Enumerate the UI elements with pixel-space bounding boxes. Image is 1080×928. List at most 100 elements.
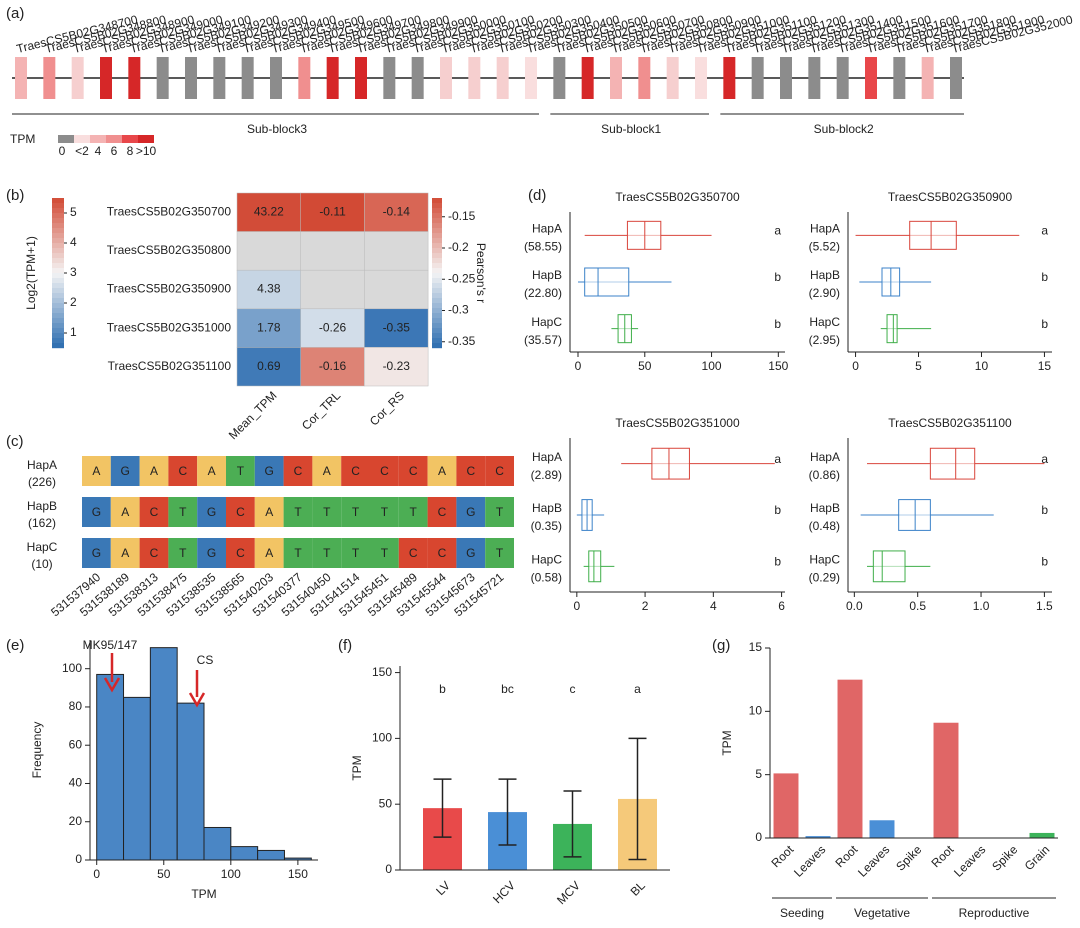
cell-label: -0.11 bbox=[319, 204, 346, 218]
gene bbox=[411, 57, 424, 99]
cell-label: 43.22 bbox=[254, 204, 284, 218]
chart-title: TraesCS5B02G351100 bbox=[888, 416, 1012, 430]
category-sublabel: (0.58) bbox=[531, 571, 562, 585]
colorbar-tick-label: 4 bbox=[70, 235, 77, 249]
y-tick-label: 0 bbox=[755, 830, 762, 844]
gene bbox=[15, 57, 27, 99]
x-tick-label: BL bbox=[628, 878, 649, 899]
y-tick-label: 50 bbox=[379, 796, 393, 810]
base-label: T bbox=[381, 505, 389, 519]
haplotype-label: HapA bbox=[27, 458, 57, 472]
heatmap-cell bbox=[236, 308, 301, 348]
gene bbox=[241, 57, 254, 99]
x-tick-label: 0 bbox=[573, 599, 580, 613]
colorbar-title: Pearson's r bbox=[474, 243, 488, 303]
colorbar-segment bbox=[432, 233, 442, 239]
haplotype-label: HapB bbox=[27, 499, 57, 513]
legend-label: >10 bbox=[136, 144, 157, 158]
category-label: HapA bbox=[810, 222, 840, 236]
base-label: T bbox=[179, 505, 187, 519]
x-tick-label: 5 bbox=[915, 359, 922, 373]
base-cell bbox=[254, 538, 284, 568]
base-cell bbox=[226, 497, 255, 527]
significance-letter: b bbox=[1041, 317, 1048, 331]
cell-label: -0.26 bbox=[319, 320, 347, 334]
x-tick-label: Leaves bbox=[855, 842, 892, 879]
x-tick-label: 0 bbox=[852, 359, 859, 373]
base-label: C bbox=[495, 464, 504, 478]
legend-label: 8 bbox=[127, 144, 134, 158]
colorbar-segment bbox=[432, 308, 442, 314]
base-cell bbox=[456, 497, 486, 527]
base-label: T bbox=[410, 505, 418, 519]
colorbar-tick-label: 3 bbox=[70, 265, 77, 279]
colorbar-segment bbox=[432, 328, 442, 334]
colorbar-segment bbox=[432, 208, 442, 214]
base-cell bbox=[427, 497, 457, 527]
x-tick-label: 6 bbox=[778, 599, 785, 613]
base-label: T bbox=[237, 464, 245, 478]
base-cell bbox=[82, 497, 111, 527]
gene bbox=[581, 57, 594, 99]
colorbar-segment bbox=[432, 323, 442, 329]
panel-label: (d) bbox=[528, 187, 546, 204]
base-cell bbox=[197, 497, 226, 527]
colorbar-segment bbox=[52, 328, 64, 334]
block-label: Sub-block3 bbox=[247, 122, 307, 136]
gene bbox=[610, 57, 622, 99]
base-cell bbox=[226, 538, 255, 568]
category-label: HapC bbox=[531, 553, 562, 567]
y-axis-label: Frequency bbox=[30, 722, 44, 779]
heatmap-cell bbox=[236, 231, 301, 271]
base-label: T bbox=[323, 505, 331, 519]
colorbar-segment bbox=[432, 268, 442, 274]
base-cell bbox=[254, 456, 284, 486]
gene bbox=[780, 57, 792, 99]
category-sublabel: (5.52) bbox=[809, 240, 840, 254]
cell-label: 1.78 bbox=[257, 320, 281, 334]
colorbar-segment bbox=[52, 248, 64, 254]
bar bbox=[933, 722, 959, 838]
x-axis-label: TPM bbox=[191, 887, 216, 901]
x-tick-label: 100 bbox=[221, 867, 241, 881]
colorbar-segment bbox=[432, 263, 442, 269]
base-label: T bbox=[179, 546, 187, 560]
significance-letter: a bbox=[1041, 452, 1048, 466]
x-tick-label: 100 bbox=[702, 359, 722, 373]
category-sublabel: (2.95) bbox=[809, 333, 840, 347]
row-label: TraesCS5B02G350700 bbox=[107, 204, 232, 218]
heatmap-cell bbox=[300, 192, 365, 232]
base-label: A bbox=[150, 464, 158, 478]
significance-letter: b bbox=[1041, 555, 1048, 569]
colorbar-segment bbox=[52, 338, 64, 344]
category-sublabel: (0.29) bbox=[809, 571, 840, 585]
base-label: C bbox=[466, 464, 475, 478]
gene bbox=[383, 57, 396, 99]
significance-letter: b bbox=[774, 503, 781, 517]
x-tick-label: 1.0 bbox=[973, 599, 990, 613]
base-label: G bbox=[207, 505, 216, 519]
gene bbox=[128, 57, 141, 99]
colorbar-tick-label: -0.35 bbox=[448, 334, 476, 348]
gene bbox=[865, 57, 877, 99]
column-label: Mean_TPM bbox=[226, 388, 280, 442]
category-label: HapC bbox=[809, 553, 840, 567]
legend-label: 4 bbox=[95, 144, 102, 158]
colorbar-segment bbox=[432, 318, 442, 324]
gene bbox=[156, 57, 169, 99]
category-label: HapB bbox=[810, 268, 840, 282]
heatmap-cell bbox=[364, 347, 429, 387]
category-label: HapB bbox=[532, 501, 562, 515]
x-tick-label: Spike bbox=[893, 842, 924, 873]
base-cell bbox=[168, 456, 198, 486]
base-label: G bbox=[92, 546, 101, 560]
colorbar-segment bbox=[432, 253, 442, 259]
significance-letter: b bbox=[1041, 270, 1048, 284]
legend-swatch bbox=[138, 135, 154, 143]
base-label: T bbox=[294, 546, 302, 560]
y-tick-label: 0 bbox=[385, 862, 392, 876]
colorbar-segment bbox=[432, 283, 442, 289]
colorbar-tick-label: 2 bbox=[70, 295, 77, 309]
gene bbox=[270, 57, 282, 99]
